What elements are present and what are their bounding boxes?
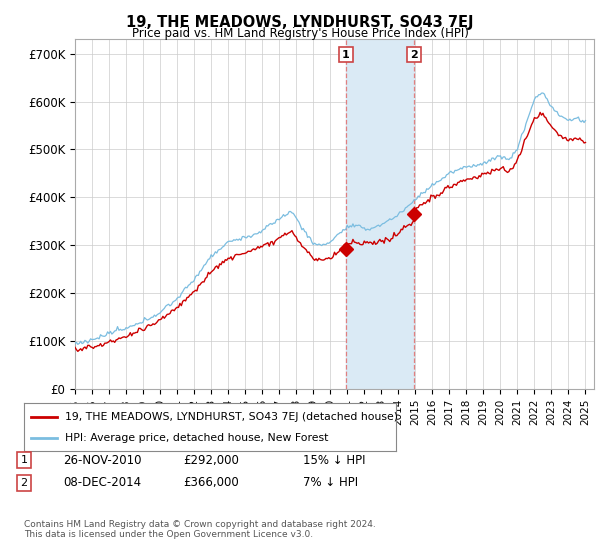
Text: 2: 2 bbox=[410, 50, 418, 60]
Text: £366,000: £366,000 bbox=[183, 476, 239, 489]
Text: 19, THE MEADOWS, LYNDHURST, SO43 7EJ: 19, THE MEADOWS, LYNDHURST, SO43 7EJ bbox=[126, 15, 474, 30]
Text: 2: 2 bbox=[20, 478, 28, 488]
Text: 15% ↓ HPI: 15% ↓ HPI bbox=[303, 454, 365, 467]
Text: Contains HM Land Registry data © Crown copyright and database right 2024.
This d: Contains HM Land Registry data © Crown c… bbox=[24, 520, 376, 539]
Text: 1: 1 bbox=[342, 50, 350, 60]
Text: 7% ↓ HPI: 7% ↓ HPI bbox=[303, 476, 358, 489]
Text: Price paid vs. HM Land Registry's House Price Index (HPI): Price paid vs. HM Land Registry's House … bbox=[131, 27, 469, 40]
Text: 19, THE MEADOWS, LYNDHURST, SO43 7EJ (detached house): 19, THE MEADOWS, LYNDHURST, SO43 7EJ (de… bbox=[65, 412, 398, 422]
Text: 26-NOV-2010: 26-NOV-2010 bbox=[63, 454, 142, 467]
Text: £292,000: £292,000 bbox=[183, 454, 239, 467]
Text: HPI: Average price, detached house, New Forest: HPI: Average price, detached house, New … bbox=[65, 433, 328, 443]
Text: 1: 1 bbox=[20, 455, 28, 465]
Text: 08-DEC-2014: 08-DEC-2014 bbox=[63, 476, 141, 489]
Bar bbox=[346, 39, 414, 389]
